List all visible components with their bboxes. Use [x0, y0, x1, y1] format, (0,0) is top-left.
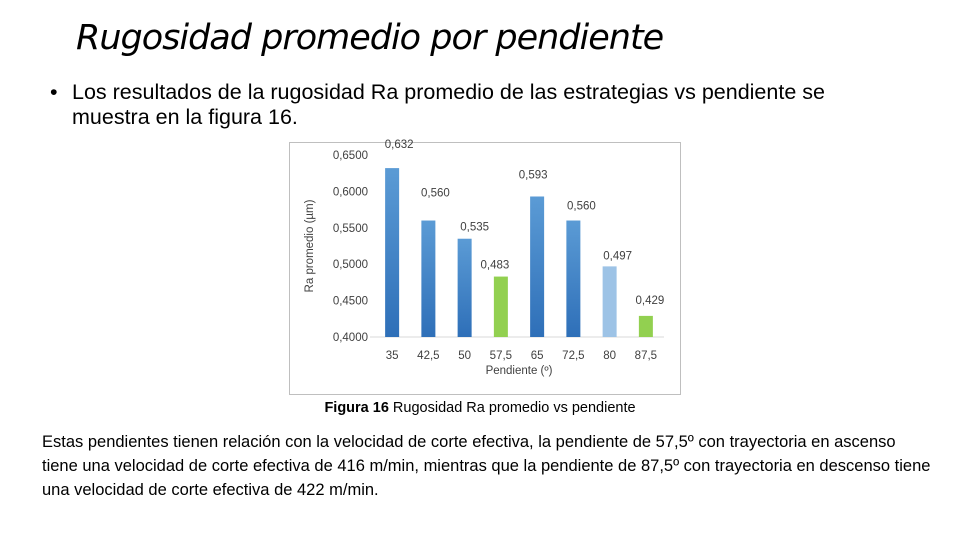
y-tick-label: 0,5000	[333, 259, 368, 271]
x-tick-label: 80	[603, 350, 616, 362]
figure-caption-text: Rugosidad Ra promedio vs pendiente	[388, 400, 636, 416]
value-label-80: 0,497	[603, 250, 632, 262]
y-tick-label: 0,6500	[333, 150, 368, 162]
y-tick-label: 0,6000	[333, 186, 368, 198]
x-tick-label: 42,5	[417, 350, 439, 362]
x-tick-label: 72,5	[562, 350, 584, 362]
bullet-symbol: •	[50, 80, 58, 104]
bar-65	[530, 196, 545, 337]
bar-72,5	[566, 220, 581, 337]
figure-caption-label: Figura 16	[324, 400, 389, 416]
bar-50	[457, 238, 472, 337]
bullet-text: Los resultados de la rugosidad Ra promed…	[72, 80, 825, 129]
figure-caption: Figura 16 Rugosidad Ra promedio vs pendi…	[0, 400, 960, 416]
body-paragraph: Estas pendientes tienen relación con la …	[42, 433, 931, 499]
y-tick-label: 0,4500	[333, 296, 368, 308]
value-label-42,5: 0,560	[421, 188, 450, 200]
x-tick-label: 87,5	[635, 350, 657, 362]
bullet-point: • Los resultados de la rugosidad Ra prom…	[50, 80, 880, 130]
bar-57,5	[493, 276, 508, 337]
x-axis-title: Pendiente (º)	[486, 365, 553, 377]
value-label-35: 0,632	[385, 139, 414, 151]
slide-title: Rugosidad promedio por pendiente	[76, 18, 664, 58]
value-label-72,5: 0,560	[567, 201, 596, 213]
bar-chart: 0,4000 0,4500 0,5000 0,5500 0,6000 0,6500 Ra p…	[304, 139, 664, 377]
bar-42,5	[421, 220, 436, 337]
value-label-50: 0,535	[460, 222, 489, 234]
y-tick-label: 0,5500	[333, 223, 368, 235]
x-tick-label: 35	[386, 350, 399, 362]
x-tick-label: 57,5	[490, 350, 512, 362]
bar-35	[385, 168, 400, 337]
value-label-57,5: 0,483	[480, 260, 509, 272]
y-tick-label: 0,4000	[333, 332, 368, 344]
x-tick-label: 65	[531, 350, 544, 362]
x-tick-label: 50	[458, 350, 471, 362]
value-label-87,5: 0,429	[635, 295, 664, 307]
bar-80	[602, 266, 617, 337]
y-axis-title: Ra promedio (µm)	[304, 199, 316, 292]
chart-frame	[289, 142, 681, 395]
value-label-65: 0,593	[519, 169, 548, 181]
bar-87,5	[638, 315, 653, 337]
